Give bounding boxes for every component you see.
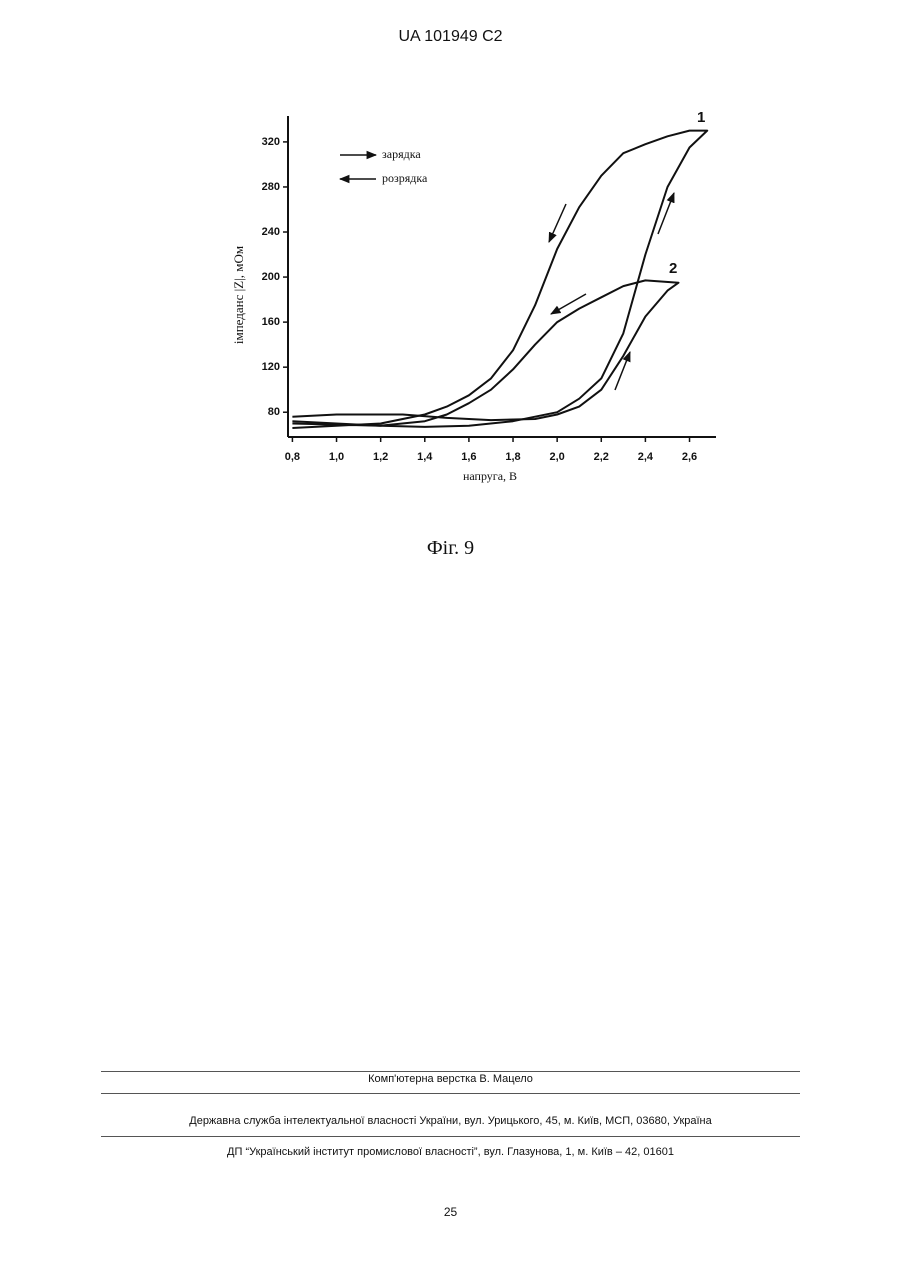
y-tick-label: 280 [262,181,280,193]
x-tick-label: 2,4 [638,451,654,463]
page: UA 101949 C2 зарядка розрядка 1 2 напруг… [0,0,901,1273]
address: Державна служба інтелектуальної власност… [0,1115,901,1127]
x-tick-label: 2,0 [550,451,565,463]
x-tick-label: 1,2 [373,451,388,463]
x-tick-label: 2,2 [594,451,609,463]
x-tick-label: 0,8 [285,451,300,463]
curve [292,280,678,425]
figure-caption: Фіг. 9 [0,537,901,560]
rule [101,1093,800,1094]
y-tick-label: 240 [262,226,280,238]
x-tick-label: 1,6 [461,451,476,463]
credit: Комп'ютерна верстка В. Мацело [0,1073,901,1085]
y-tick-label: 200 [262,271,280,283]
y-axis-label: імпеданс |Z|, мОм [231,246,246,344]
x-tick-label: 2,6 [682,451,697,463]
address: ДП “Український інститут промислової вла… [0,1146,901,1158]
y-tick-label: 160 [262,316,280,328]
rule [101,1136,800,1137]
curve-label: 2 [669,260,677,277]
chart: зарядка розрядка 1 2 напруга, В імпеданс… [0,0,901,500]
y-tick-label: 80 [268,406,280,418]
curve [292,131,707,428]
legend-label: розрядка [382,171,428,185]
x-tick-label: 1,8 [505,451,520,463]
rule [101,1071,800,1072]
legend-label: зарядка [382,147,421,161]
curve-label: 1 [697,109,705,126]
page-number: 25 [0,1205,901,1219]
y-tick-label: 120 [262,361,280,373]
direction-arrow [551,294,586,314]
x-tick-label: 1,4 [417,451,433,463]
x-tick-label: 1,0 [329,451,344,463]
direction-arrow [658,193,674,234]
y-tick-label: 320 [262,136,280,148]
x-axis-label: напруга, В [463,469,517,483]
